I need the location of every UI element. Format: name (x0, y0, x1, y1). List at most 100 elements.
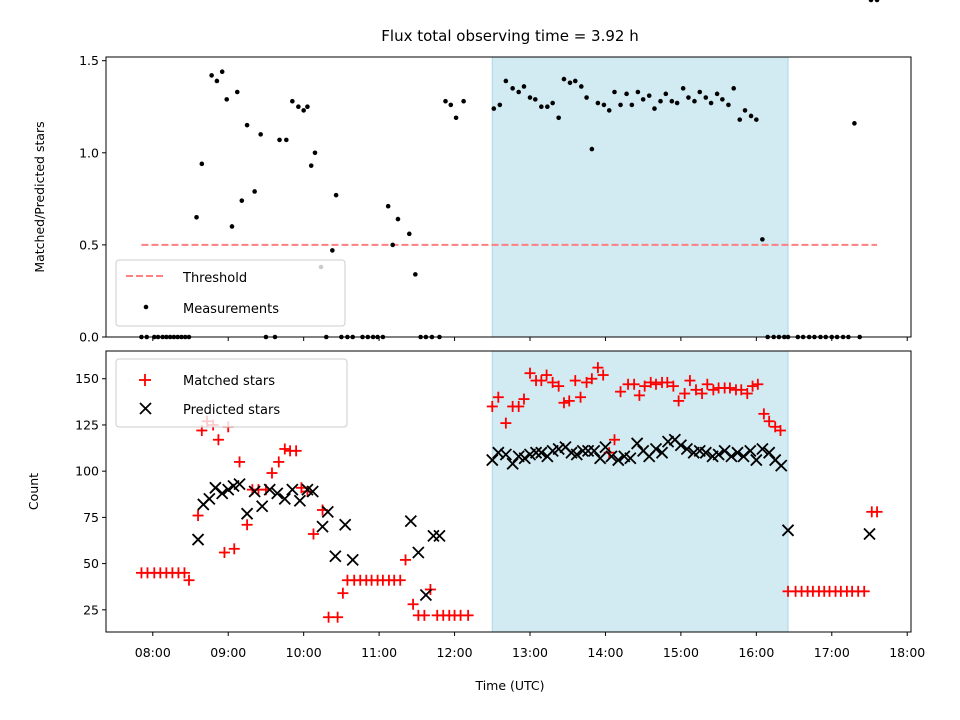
matched-star-point (518, 393, 530, 405)
measurement-point (629, 102, 635, 108)
measurement-point (714, 91, 720, 97)
predicted-marker-b (339, 518, 352, 531)
predicted-star-point (263, 483, 276, 496)
predicted-star-point (535, 446, 548, 459)
predicted-marker-b (693, 444, 706, 457)
measurement-point (726, 102, 731, 108)
legend-label-measurements: Measurements (183, 302, 279, 317)
measurement-point (527, 95, 533, 100)
measurement-point (224, 97, 230, 102)
predicted-legend-swatch (139, 402, 152, 415)
measurement-point (760, 237, 765, 242)
measurement-point (491, 106, 497, 111)
matched-star-point (609, 434, 621, 446)
predicted-marker-b (512, 450, 525, 463)
measurement-point (624, 91, 629, 97)
predicted-marker-b (427, 529, 440, 543)
matched-star-point (400, 554, 412, 566)
measurement-point (556, 115, 561, 121)
matched-star-point (747, 380, 759, 392)
measurement-point (737, 117, 743, 122)
measurement-point (680, 86, 686, 91)
predicted-star-point (750, 453, 763, 467)
predicted-star-point (306, 485, 319, 498)
predicted-marker-b (492, 446, 505, 459)
measurement-legend-swatch (143, 304, 149, 310)
measurement-point (618, 102, 623, 108)
predicted-marker-b (552, 442, 565, 456)
matched-star-point (735, 384, 747, 396)
y-tick-label: 1.0 (79, 145, 99, 160)
predicted-marker-b (518, 452, 531, 465)
predicted-star-point (216, 487, 229, 500)
measurement-point (453, 115, 459, 121)
matched-star-point (741, 388, 753, 400)
chart-title: Flux total observing time = 3.92 h (381, 27, 638, 45)
measurement-point (539, 104, 544, 110)
predicted-marker-b (346, 553, 359, 567)
legend-label-predicted: Predicted stars (183, 403, 280, 418)
measurement-point (703, 95, 709, 100)
predicted-star-point (599, 440, 612, 454)
matched-star-point (486, 400, 498, 412)
predicted-marker-b (599, 440, 612, 454)
matched-star-point (633, 389, 645, 401)
legend-label-matched: Matched stars (183, 374, 275, 389)
matched-star-point (332, 611, 344, 623)
matched-star-point (763, 415, 775, 427)
matched-star-point (569, 375, 581, 387)
predicted-star-point (346, 553, 359, 567)
bottom-y-axis: 25 50 75 100 125 150 (75, 371, 106, 617)
predicted-marker-b (637, 444, 650, 457)
y-tick-label: 100 (75, 464, 99, 479)
matched-star-point (241, 519, 253, 531)
matched-star-point (628, 378, 640, 390)
top-legend: Threshold Measurements (115, 259, 346, 327)
measurement-point (214, 78, 220, 84)
measurement-points (139, 0, 880, 340)
matched-star-point (301, 486, 313, 497)
predicted-star-point (655, 446, 669, 459)
predicted-star-point (649, 442, 663, 456)
matched-star-point (563, 395, 575, 407)
predicted-star-point (240, 507, 254, 520)
predicted-star-point (744, 444, 757, 457)
measurement-point (567, 80, 573, 86)
predicted-star-point (427, 529, 440, 543)
predicted-star-point (316, 520, 329, 533)
predicted-star-point (339, 518, 352, 531)
measurement-point (601, 102, 607, 108)
x-tick-label: 13:00 (512, 645, 548, 660)
predicted-marker-b (624, 452, 637, 465)
measurement-point (229, 224, 235, 229)
bottom-axes-frame (105, 350, 912, 633)
matched-star-point (279, 443, 291, 455)
predicted-marker-b (499, 448, 512, 461)
measurement-point (290, 98, 295, 104)
predicted-marker-b (587, 444, 601, 457)
matched-star-point (535, 375, 547, 387)
matched-star-point (266, 467, 278, 479)
matched-star-point (661, 376, 673, 388)
measurement-point (448, 102, 454, 108)
predicted-star-point (570, 448, 583, 461)
bottom-legend: Matched stars Predicted stars (115, 358, 348, 428)
measurement-point (589, 146, 595, 152)
predicted-marker-b (263, 483, 276, 496)
measurement-point (868, 0, 874, 3)
predicted-marker-b (781, 524, 795, 537)
measurement-point (461, 98, 466, 104)
predicted-marker-b (240, 507, 254, 520)
predicted-marker-b (763, 446, 776, 459)
predicted-marker-b (316, 520, 329, 533)
matched-star-point (690, 384, 702, 396)
predicted-marker-b (233, 477, 246, 491)
predicted-star-point (581, 444, 595, 457)
matched-star-point (696, 388, 708, 400)
matched-star-point (752, 378, 764, 390)
predicted-marker-b (661, 435, 675, 448)
predicted-star-point (486, 453, 499, 467)
measurement-point (234, 89, 240, 95)
predicted-star-point (191, 533, 205, 546)
predicted-marker-b (756, 442, 769, 456)
